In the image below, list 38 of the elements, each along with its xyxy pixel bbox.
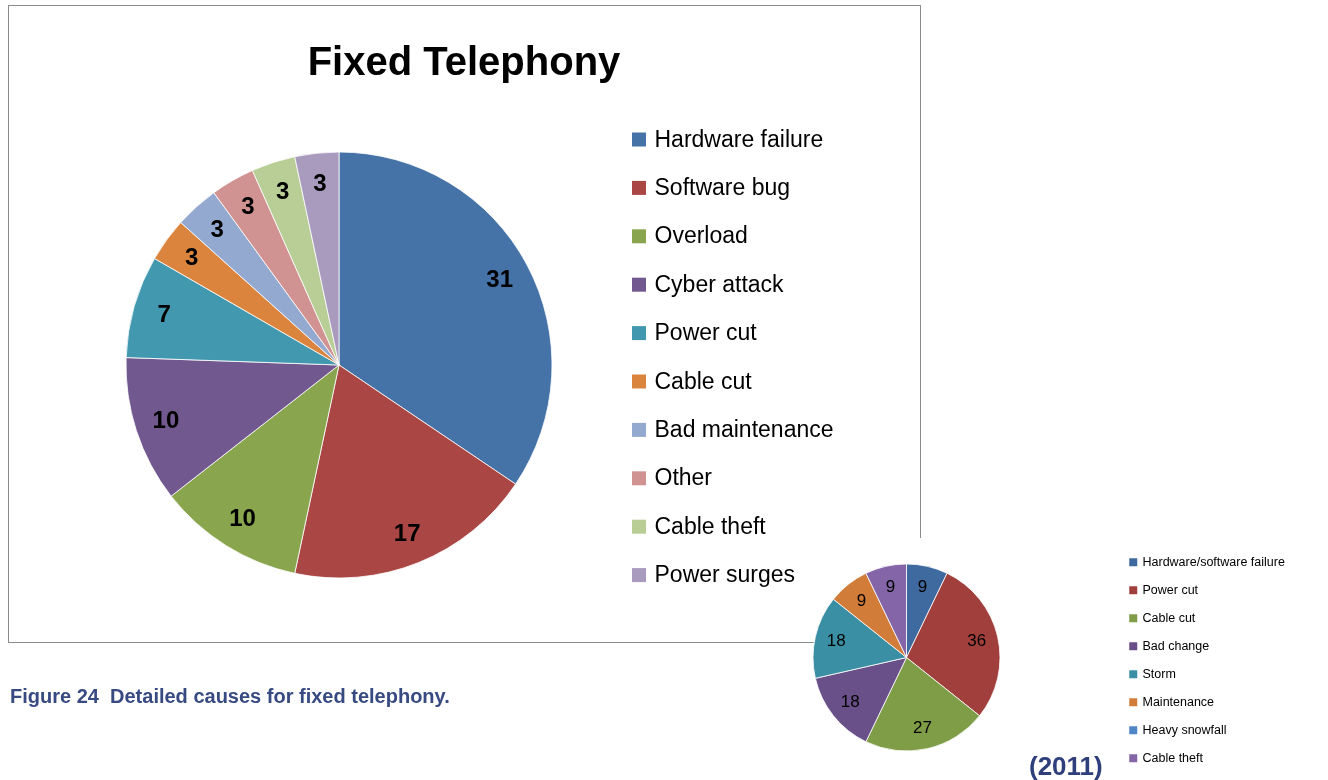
- legend-label: Cable theft: [654, 512, 767, 539]
- data-label: 9: [917, 577, 928, 597]
- data-label: 18: [840, 692, 860, 712]
- legend-label: Hardware failure: [654, 125, 824, 152]
- data-label: 3: [185, 243, 199, 271]
- legend-label: Software bug: [654, 173, 791, 200]
- legend-label: Cyber attack: [654, 270, 785, 297]
- legend-label: Other: [654, 464, 713, 491]
- legend-label: Storm: [1142, 667, 1176, 682]
- legend-label: Cable cut: [1142, 611, 1196, 626]
- legend-label: Overload: [654, 222, 748, 249]
- legend-label: Bad maintenance: [654, 415, 834, 442]
- data-label: 17: [393, 518, 421, 546]
- text: (2011): [1029, 751, 1103, 780]
- data-label: 18: [826, 631, 846, 651]
- legend-label: Power cut: [654, 319, 758, 346]
- legend-label: Hardware/software failure: [1142, 555, 1285, 570]
- data-label: 31: [486, 264, 514, 292]
- legend-label: Bad change: [1142, 639, 1210, 654]
- legend-label: Cable theft: [1142, 751, 1204, 766]
- data-label: 3: [313, 169, 327, 196]
- legend-label: Cable cut: [654, 367, 753, 394]
- data-label: 10: [229, 504, 256, 532]
- chart-title: Fixed Telephony: [307, 39, 622, 83]
- legend-label: Power surges: [654, 561, 796, 588]
- legend-label: Power cut: [1142, 583, 1199, 598]
- data-label: 9: [856, 591, 867, 611]
- legend-label: Maintenance: [1142, 695, 1215, 710]
- data-label: 27: [913, 717, 932, 737]
- data-label: 9: [885, 577, 896, 597]
- data-label: 3: [210, 214, 224, 242]
- data-label: 7: [157, 299, 171, 327]
- data-label: 3: [276, 176, 290, 204]
- data-label: 36: [967, 631, 987, 651]
- data-label: 10: [152, 406, 180, 434]
- data-label: 3: [241, 192, 255, 220]
- caption: Figure 24 Detailed causes for fixed telephony.: [10, 685, 450, 707]
- legend-label: Heavy snowfall: [1142, 723, 1227, 738]
